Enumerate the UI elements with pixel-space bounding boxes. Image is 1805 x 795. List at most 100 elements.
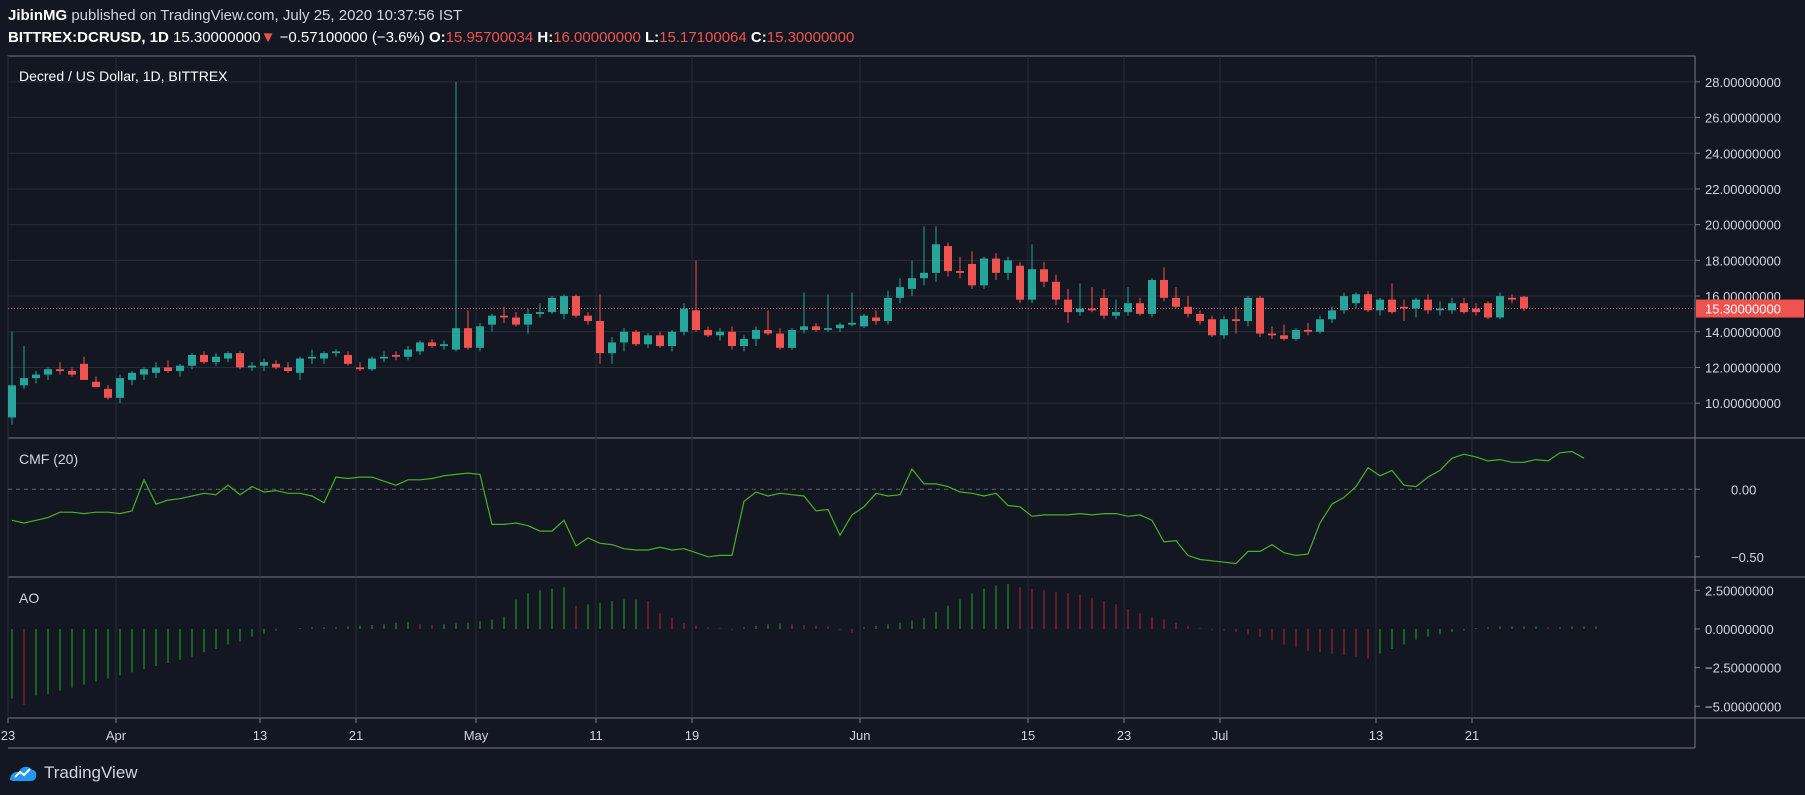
candle-body-up [248,365,256,368]
tradingview-footer[interactable]: TradingView [8,762,138,784]
candle-body-up [920,272,928,279]
change-value: −0.57100000 (−3.6%) [279,29,425,46]
author-name[interactable]: JibinMG [8,7,68,24]
candle-body-down [812,326,820,330]
candle-body-down [104,388,112,398]
time-tick-label: 21 [349,728,363,743]
candle-body-down [500,315,508,318]
low-value: 15.17100064 [659,29,747,46]
time-tick-label: Jul [1212,728,1229,743]
candle-body-up [152,367,160,373]
candle-body-down [236,353,244,368]
candle-body-up [212,356,220,363]
candle-body-down [776,333,784,348]
candle-body-up [1496,296,1504,318]
candle-body-down [284,367,292,372]
candle-body-down [968,263,976,286]
candle-body-up [8,385,16,418]
candle-body-down [656,335,664,347]
candle-body-up [908,278,916,289]
candle-body-up [380,356,388,359]
candle-body-down [272,363,280,368]
symbol-label[interactable]: BITTREX:DCRUSD, 1D [8,29,169,46]
price-tick-label: 10.00000000 [1705,396,1781,411]
candle-body-down [704,329,712,336]
candle-body-up [740,338,748,347]
candle-body-down [56,369,64,372]
price-tick-label: 28.00000000 [1705,75,1781,90]
low-label: L: [644,29,660,46]
candle-body-down [1508,297,1516,300]
candle-body-up [296,358,304,373]
down-arrow-icon: ▼ [260,29,276,46]
last-price-label: 15.30000000 [1705,302,1781,317]
candle-body-up [476,326,484,348]
candle-body-down [872,317,880,322]
ao-tick-label: −2.50000000 [1705,661,1781,676]
candle-body-up [1412,299,1420,309]
candle-body-down [956,271,964,273]
candle-body-down [1208,319,1216,336]
candle-body-up [1148,279,1156,314]
price-tick-label: 24.00000000 [1705,146,1781,161]
candle-body-down [944,246,952,272]
tradingview-logo-icon [10,766,37,781]
candle-body-up [716,331,724,336]
candle-body-down [1280,335,1288,339]
price-pane-title: Decred / US Dollar, 1D, BITTREX [19,68,228,84]
candle-body-up [32,374,40,379]
candle-body-down [392,354,400,357]
candle-body-up [368,358,376,370]
time-tick-label: 13 [1369,728,1383,743]
last-price: 15.30000000 [173,29,261,46]
candle-body-down [68,371,76,375]
ao-tick-label: −5.00000000 [1705,699,1781,714]
time-tick-label: 19 [685,728,699,743]
close-label: C: [750,29,767,46]
close-value: 15.30000000 [766,29,855,46]
candle-body-down [1064,299,1072,313]
candle-body-up [440,344,448,347]
candle-body-down [1388,299,1396,313]
candle-body-up [1376,299,1384,311]
candle-body-up [488,315,496,325]
candle-body-down [200,354,208,363]
candle-body-down [1172,297,1180,307]
candle-body-down [344,354,352,364]
candle-body-down [572,296,580,316]
high-label: H: [537,29,554,46]
candle-body-down [428,342,436,347]
candle-body-down [1040,269,1048,282]
cmf-tick-label: 0.00 [1731,482,1756,497]
price-tick-label: 22.00000000 [1705,182,1781,197]
candle-body-up [1244,297,1252,322]
candle-body-up [404,349,412,357]
candle-body-up [1112,312,1120,316]
candle-body-up [896,287,904,298]
candle-body-down [1016,265,1024,300]
candle-body-down [596,321,604,354]
candle-body-up [260,362,268,366]
ao-pane-title: AO [19,590,39,606]
time-tick-label: 15 [1021,728,1035,743]
candle-body-up [1328,310,1336,320]
candle-body-down [512,317,520,325]
candle-body-down [1424,299,1432,311]
time-tick-label: May [464,728,489,743]
candle-body-up [1028,269,1036,300]
candle-body-up [20,378,28,386]
candle-body-up [224,353,232,359]
candle-body-up [1448,303,1456,311]
candle-body-up [860,315,868,327]
candle-body-up [884,297,892,322]
candle-body-up [188,354,196,366]
cmf-line [11,450,1585,565]
candle-body-down [1196,313,1204,322]
publish-info: JibinMG published on TradingView.com, Ju… [8,7,462,24]
candle-body-up [752,329,760,339]
candle-body-up [644,335,652,345]
candle-body-down [1268,333,1276,336]
candle-body-down [1400,306,1408,309]
candle-body-up [1292,329,1300,339]
